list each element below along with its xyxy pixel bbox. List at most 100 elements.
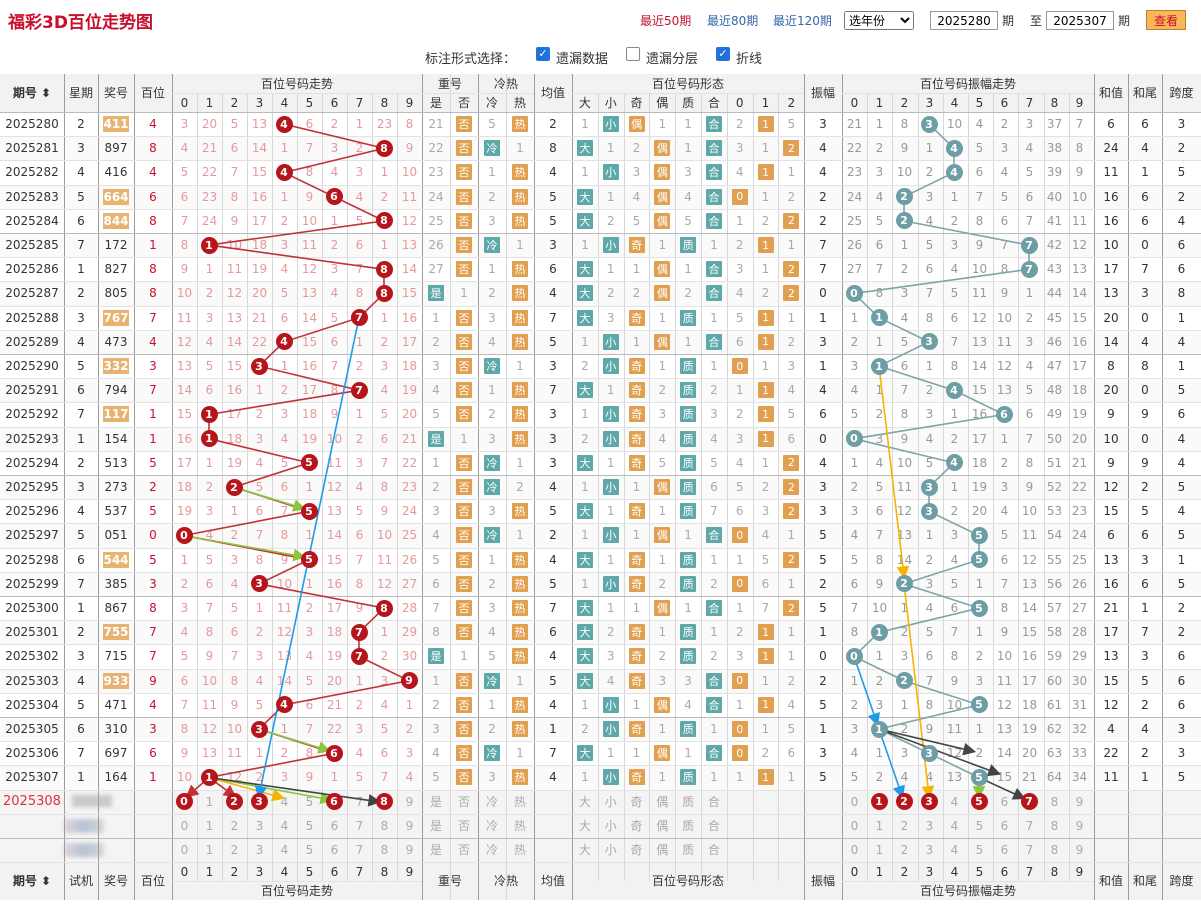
amp-digit-header: 8: [1050, 95, 1059, 110]
repeat-miss: 1: [432, 310, 440, 325]
forecast-trend-ball[interactable]: 2: [225, 793, 243, 811]
amp-miss-cell: 4: [925, 213, 934, 228]
forecast-hotcold: 冷: [485, 818, 498, 833]
hotcold-miss: 5: [488, 649, 496, 664]
trend-miss-cell: 15: [226, 359, 243, 374]
shape-miss: 1: [581, 528, 589, 543]
trend-miss-cell: 7: [330, 359, 339, 374]
weekday-cell: 6: [77, 383, 85, 398]
forecast-amp-ball[interactable]: 7: [1020, 793, 1038, 811]
shape-miss: 4: [684, 697, 692, 712]
amplitude-cell: 3: [819, 746, 827, 761]
shape-tag: 质: [680, 648, 697, 665]
forecast-trend-ball[interactable]: 3: [250, 793, 268, 811]
amp-miss-cell: 1: [875, 117, 884, 132]
amp-miss-cell: 19: [1021, 722, 1038, 737]
repeat-miss: 2: [432, 334, 440, 349]
amp-miss-cell: 57: [1046, 601, 1063, 616]
draw-cell: 867: [104, 601, 128, 616]
sum-cell: 9: [1107, 407, 1115, 422]
period-label: 期: [1002, 14, 1015, 28]
missing-layer-checkbox[interactable]: [626, 47, 640, 61]
shape-miss: 1: [787, 576, 796, 591]
amp-miss-cell: 4: [850, 528, 859, 543]
trend-miss-cell: 10: [276, 576, 293, 591]
shape-tag: 合: [706, 116, 722, 132]
forecast-trend-ball[interactable]: 6: [325, 793, 343, 811]
missing-data-checkbox[interactable]: ✓: [536, 47, 550, 61]
top-bar: 福彩3D百位走势图 最近50期 最近80期 最近120期 选年份 期 至 期 查…: [0, 0, 1201, 40]
avg-cell: 5: [549, 504, 557, 519]
repeat-miss: 1: [460, 649, 468, 664]
shape-miss: 3: [710, 407, 718, 422]
shape-miss: 5: [735, 480, 744, 495]
hundreds-cell: 3: [149, 576, 157, 591]
amp-miss-cell: 10: [996, 310, 1013, 325]
forecast-repeat: 否: [457, 843, 470, 858]
hundreds-cell: 9: [149, 673, 157, 688]
amp-miss-cell: 17: [1021, 673, 1038, 688]
hotcold-tag: 冷: [484, 479, 500, 495]
forecast-shape: 奇: [630, 794, 643, 809]
digit-divider: [297, 93, 298, 882]
trend-miss-cell: 4: [255, 455, 264, 470]
sum-header: 和值: [1098, 86, 1123, 100]
range-link-120[interactable]: 最近120期: [773, 14, 832, 28]
trend-miss-cell: 4: [280, 431, 289, 446]
shape-miss: 4: [684, 189, 692, 204]
sum-cell: 13: [1103, 552, 1119, 567]
digit-divider: [322, 93, 323, 882]
period-to-input[interactable]: [1046, 11, 1114, 30]
trend-ball: 1: [200, 769, 218, 786]
forecast-trend-ball[interactable]: 8: [375, 793, 393, 811]
shape-tag: 小: [602, 406, 619, 423]
repeat-tag: 否: [456, 769, 472, 786]
trend-miss-cell: 7: [230, 649, 239, 664]
amplitude-cell: 6: [819, 407, 827, 422]
sub-divider: [450, 74, 451, 901]
trend-miss-cell: 18: [301, 407, 318, 422]
forecast-amp-ball[interactable]: 1: [870, 793, 888, 811]
amp-digit-footer: 4: [950, 864, 959, 879]
digit-divider: [197, 93, 198, 882]
period-from-input[interactable]: [930, 11, 998, 30]
sum-tail-cell: 6: [1141, 117, 1149, 132]
trend-ball: 8: [375, 139, 393, 157]
trend-miss-cell: 1: [355, 334, 364, 349]
amp-miss-cell: 3: [850, 722, 859, 737]
trend-ball: 2: [225, 478, 243, 496]
blurred-avatar: [72, 794, 112, 807]
amp-miss-cell: 39: [1046, 165, 1063, 180]
forecast-amp-ball[interactable]: 2: [895, 793, 913, 811]
year-select[interactable]: 选年份: [844, 11, 914, 30]
span-cell: 6: [1177, 262, 1186, 277]
amp-miss-cell: 7: [1000, 238, 1009, 253]
shape-tag: 大: [577, 188, 593, 205]
shape-miss: 1: [632, 334, 641, 349]
weekday-cell: 4: [77, 165, 85, 180]
shape-tag: 奇: [628, 358, 645, 374]
view-button[interactable]: 查看: [1146, 10, 1186, 30]
shape-tag: 合: [706, 672, 722, 689]
amp-miss-cell: 4: [900, 770, 909, 785]
trend-miss-cell: 20: [401, 407, 418, 422]
polyline-checkbox[interactable]: ✓: [716, 47, 730, 61]
trend-miss-cell: 14: [251, 141, 268, 156]
amp-miss-cell: 2: [975, 649, 984, 664]
repeat-miss: 27: [428, 262, 444, 277]
range-link-80[interactable]: 最近80期: [707, 14, 759, 28]
forecast-trend-ball[interactable]: 0: [175, 793, 193, 811]
trend-miss-cell: 19: [251, 262, 268, 277]
shape-miss: 1: [581, 238, 589, 253]
forecast-amp-ball[interactable]: 5: [970, 793, 988, 811]
forecast-amp-ball[interactable]: 3: [920, 793, 938, 811]
range-link-50[interactable]: 最近50期: [640, 14, 692, 28]
amp-ball: 3: [920, 478, 938, 496]
issue-cell: 2025298: [5, 552, 59, 567]
amp-miss-cell: 22: [846, 141, 863, 156]
amp-ball: 3: [920, 502, 938, 520]
shape-miss: 4: [787, 383, 796, 398]
amp-miss-cell: 5: [875, 213, 884, 228]
shape-miss: 6: [761, 576, 770, 591]
avg-footer: 均值: [540, 874, 565, 889]
